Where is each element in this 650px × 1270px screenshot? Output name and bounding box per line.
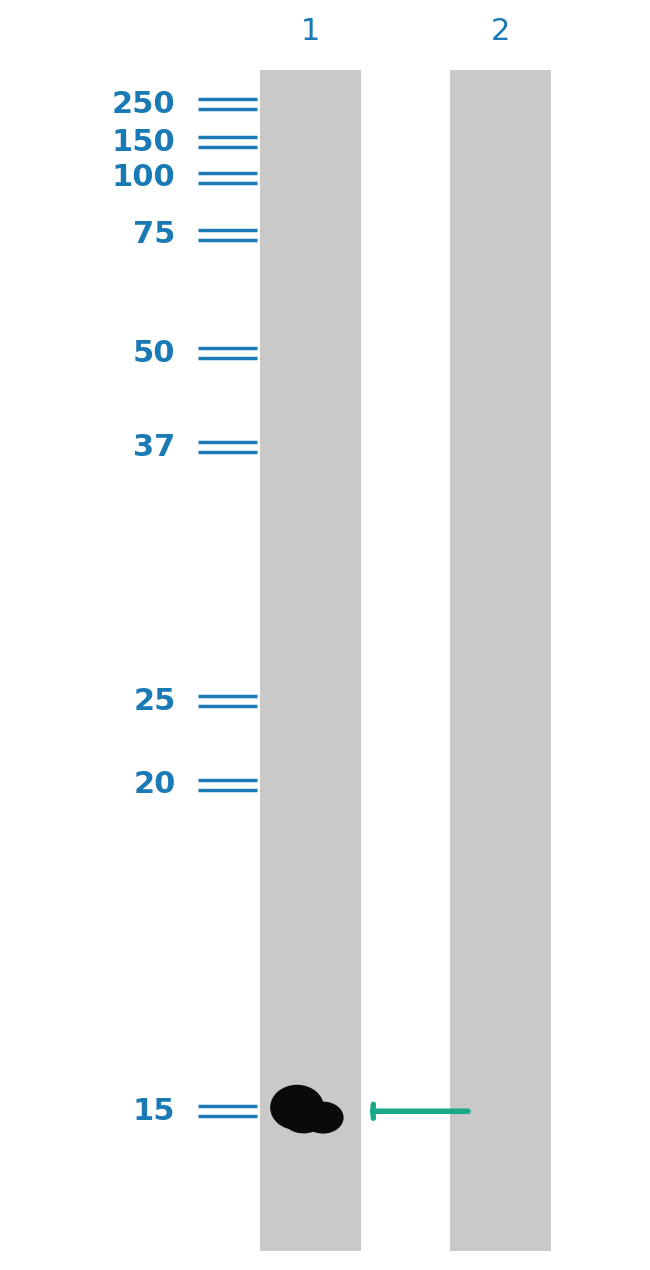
- Text: 150: 150: [112, 128, 176, 156]
- Text: 75: 75: [133, 221, 176, 249]
- Text: 15: 15: [133, 1097, 176, 1125]
- Text: 2: 2: [491, 18, 510, 46]
- Text: 20: 20: [133, 771, 176, 799]
- Ellipse shape: [302, 1101, 344, 1134]
- Text: 250: 250: [112, 90, 176, 118]
- Text: 50: 50: [133, 339, 176, 367]
- Ellipse shape: [270, 1085, 324, 1130]
- Text: 100: 100: [112, 164, 176, 192]
- Text: 1: 1: [301, 18, 320, 46]
- Bar: [450, 70, 551, 1251]
- Text: 25: 25: [133, 687, 176, 715]
- Text: 37: 37: [133, 433, 176, 461]
- Bar: [260, 70, 361, 1251]
- Ellipse shape: [285, 1110, 322, 1133]
